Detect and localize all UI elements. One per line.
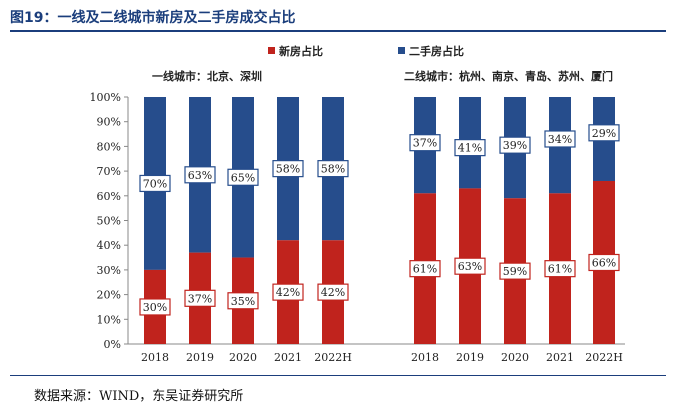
data-label-box <box>454 139 486 157</box>
data-label-box <box>588 253 620 272</box>
legend-label: 二手房占比 <box>409 44 464 58</box>
data-label: 29% <box>592 127 616 140</box>
y-tick-label: 100% <box>90 91 121 104</box>
y-tick-label: 50% <box>97 215 121 228</box>
y-tick-label: 90% <box>97 116 121 129</box>
data-label-box <box>544 130 576 148</box>
data-label: 58% <box>276 163 300 176</box>
figure-title: 图19：一线及二线城市新房及二手房成交占比 <box>10 10 296 26</box>
legend-swatch <box>398 47 405 54</box>
data-label: 34% <box>548 133 572 146</box>
y-tick-label: 20% <box>97 289 121 302</box>
data-label: 63% <box>458 260 482 273</box>
data-label: 66% <box>592 256 616 269</box>
y-tick-label: 40% <box>97 239 121 252</box>
x-tick-label: 2021 <box>546 351 574 364</box>
data-label-box <box>409 260 441 278</box>
legend-swatch <box>268 47 275 54</box>
x-tick-label: 2022H <box>585 351 623 364</box>
x-tick-label: 2019 <box>456 351 484 364</box>
title-rule <box>10 30 666 32</box>
data-label-box <box>184 289 216 307</box>
data-label-box <box>454 257 486 275</box>
data-label-box <box>227 168 259 186</box>
x-tick-label: 2019 <box>186 351 214 364</box>
data-label-box <box>317 283 349 301</box>
data-label: 61% <box>413 263 437 276</box>
y-tick-label: 60% <box>97 190 121 203</box>
data-label: 41% <box>458 142 482 155</box>
data-label: 30% <box>143 301 167 314</box>
data-label: 58% <box>321 163 345 176</box>
data-label-box <box>139 174 171 193</box>
data-label-box <box>272 283 304 301</box>
x-tick-label: 2020 <box>229 351 257 364</box>
data-label-box <box>544 260 576 278</box>
data-label: 37% <box>188 292 212 305</box>
y-tick-label: 10% <box>97 313 121 326</box>
data-label-box <box>499 262 531 280</box>
data-label-box <box>184 166 216 184</box>
data-label: 61% <box>548 263 572 276</box>
data-label: 59% <box>503 265 527 278</box>
data-label: 37% <box>413 137 437 150</box>
data-label-box <box>317 160 349 178</box>
data-label-box <box>227 292 259 310</box>
data-label-box <box>409 134 441 152</box>
stacked-bar-chart: 0% 10% 20% 30% 40% 50% 60% 70% 80% 90% 100% 新房占比 二手房… <box>90 44 625 364</box>
x-tick-label: 2020 <box>501 351 529 364</box>
data-label-box <box>499 136 531 154</box>
x-tick-label: 2022H <box>314 351 352 364</box>
data-label-box <box>272 160 304 178</box>
data-label: 39% <box>503 139 527 152</box>
source-note: 数据来源：WIND，东吴证券研究所 <box>34 389 244 404</box>
y-tick-label: 70% <box>97 165 121 178</box>
data-label: 35% <box>231 295 255 308</box>
data-label: 63% <box>188 169 212 182</box>
data-label: 65% <box>231 171 255 184</box>
y-tick-label: 0% <box>104 338 121 351</box>
source-rule <box>10 375 666 376</box>
legend-label: 新房占比 <box>279 44 323 58</box>
y-tick-label: 80% <box>97 140 121 153</box>
x-tick-label: 2018 <box>411 351 439 364</box>
panel-subtitle: 二线城市：杭州、南京、青岛、苏州、厦门 <box>404 69 613 83</box>
panel-subtitle: 一线城市：北京、深圳 <box>152 69 262 83</box>
x-tick-label: 2021 <box>274 351 302 364</box>
y-tick-label: 30% <box>97 264 121 277</box>
data-label-box <box>139 298 171 316</box>
data-label: 42% <box>321 286 345 299</box>
data-label-box <box>588 124 620 142</box>
data-label: 42% <box>276 286 300 299</box>
x-tick-label: 2018 <box>141 351 169 364</box>
data-label: 70% <box>143 177 167 190</box>
